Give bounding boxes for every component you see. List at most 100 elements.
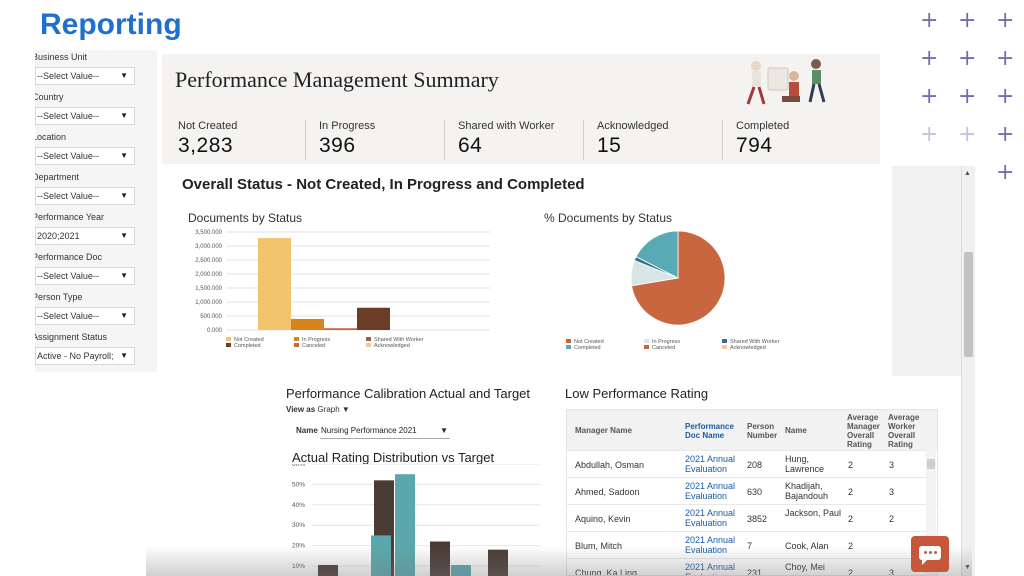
business-unit-select[interactable]: --Select Value-- ▼ — [35, 67, 135, 85]
bar-in-progress[interactable] — [291, 318, 324, 330]
table-row[interactable]: Aquino, Kevin 2021 Annual Evaluation 385… — [567, 504, 937, 531]
metric-shared-with-worker[interactable]: Shared with Worker 64 — [458, 120, 554, 160]
performance-doc-select[interactable]: --Select Value-- ▼ — [35, 267, 135, 285]
scrollbar-thumb[interactable] — [964, 252, 973, 357]
scroll-down-icon[interactable]: ▼ — [964, 564, 971, 571]
bar-actual-4[interactable] — [430, 541, 450, 576]
manager-rating: 2 — [848, 541, 854, 551]
location-select[interactable]: --Select Value-- ▼ — [35, 147, 135, 165]
filter-label: Assignment Status — [35, 332, 108, 342]
manager-name: Aquino, Kevin — [575, 514, 631, 524]
filter-label: Department — [35, 172, 80, 182]
bar-target-3[interactable] — [395, 474, 415, 576]
bar-target-2[interactable] — [371, 535, 391, 576]
percent-documents-by-status-chart: Not Created In Progress Shared With Worker… — [566, 230, 780, 351]
bar-target-4[interactable] — [451, 564, 471, 576]
chevron-down-icon: ▼ — [341, 405, 350, 414]
y-tick-label: 30% — [292, 522, 305, 529]
page-scrollbar[interactable]: ▲ ▼ — [961, 166, 975, 576]
legend-label: Acknowledged — [730, 345, 766, 351]
chevron-down-icon: ▼ — [120, 151, 128, 160]
table-row[interactable]: Ahmed, Sadoon 2021 Annual Evaluation 630… — [567, 477, 937, 504]
scrollbar-thumb[interactable] — [927, 459, 935, 469]
chevron-down-icon: ▼ — [120, 231, 128, 240]
bar-completed[interactable] — [357, 307, 390, 330]
legend-swatch — [294, 337, 299, 341]
metric-completed[interactable]: Completed 794 — [736, 120, 789, 160]
table-row[interactable]: Chung, Ka Ling 2021 Annual Evaluation 23… — [567, 558, 937, 576]
chevron-down-icon: ▼ — [120, 191, 128, 200]
metric-value: 396 — [319, 134, 356, 157]
table-row[interactable]: Abdullah, Osman 2021 Annual Evaluation 2… — [567, 450, 937, 477]
scroll-up-icon[interactable]: ▲ — [964, 170, 971, 177]
table-scrollbar[interactable] — [926, 449, 936, 576]
person-name: Hung, Lawrence — [785, 454, 825, 474]
legend-label: Completed — [574, 345, 601, 351]
bar-actual-1[interactable] — [318, 564, 338, 576]
legend-swatch — [722, 339, 727, 343]
rating-distribution-chart: 60% 50% 40% 30% 20% 10% — [292, 464, 540, 576]
column-header[interactable]: Average Manager Overall Rating — [847, 413, 880, 449]
column-header[interactable]: Average Worker Overall Rating — [888, 413, 920, 449]
column-header[interactable]: Performance Doc Name — [685, 422, 734, 440]
y-tick-label: 10% — [292, 563, 305, 570]
legend-label: Acknowledged — [374, 343, 410, 349]
metric-value: 3,283 — [178, 134, 234, 157]
bar-shared-with-worker[interactable] — [324, 328, 357, 330]
calibration-name-select[interactable]: Nursing Performance 2021 ▼ — [320, 424, 450, 439]
doc-link[interactable]: 2021 Annual Evaluation — [685, 454, 736, 474]
metric-value: 794 — [736, 134, 773, 157]
legend-swatch — [294, 343, 299, 347]
column-header[interactable]: Name — [785, 426, 807, 435]
doc-link[interactable]: 2021 Annual Evaluation — [685, 562, 736, 575]
chevron-down-icon: ▼ — [120, 311, 128, 320]
performance-year-select[interactable]: 2020;2021 ▼ — [35, 227, 135, 245]
legend-swatch — [722, 345, 727, 349]
person-name: Jackson, Paul — [785, 508, 842, 518]
view-as-control[interactable]: View as Graph ▼ — [286, 405, 350, 414]
legend-swatch — [644, 339, 649, 343]
plus-pattern-decoration: + + + + + + + + + + + + + — [920, 8, 1015, 185]
column-header[interactable]: Person Number — [747, 422, 778, 440]
y-tick-label: 3,000.000 — [195, 244, 222, 250]
column-header[interactable]: Manager Name — [575, 426, 632, 435]
metric-in-progress[interactable]: In Progress 396 — [319, 120, 375, 160]
legend-label: Shared With Worker — [374, 337, 424, 343]
country-select[interactable]: --Select Value-- ▼ — [35, 107, 135, 125]
person-number: 3852 — [747, 514, 768, 524]
filter-label: Performance Doc — [35, 252, 103, 262]
bar-not-created[interactable] — [258, 238, 291, 330]
doc-link[interactable]: 2021 Annual Evaluation — [685, 535, 736, 555]
manager-name: Abdullah, Osman — [575, 460, 645, 470]
table-row[interactable]: Blum, Mitch 2021 Annual Evaluation 7 Coo… — [567, 531, 937, 558]
legend-swatch — [366, 343, 371, 347]
y-tick-label: 50% — [292, 481, 305, 488]
manager-name: Chung, Ka Ling — [575, 568, 638, 576]
assignment-status-select[interactable]: Active - No Payroll; ▼ — [35, 347, 135, 365]
legend-swatch — [226, 343, 231, 347]
metric-acknowledged[interactable]: Acknowledged 15 — [597, 120, 669, 160]
doc-link[interactable]: 2021 Annual Evaluation — [685, 508, 736, 528]
manager-rating: 2 — [848, 514, 854, 524]
table-header: Manager Name Performance Doc Name Person… — [567, 410, 937, 450]
chat-button[interactable] — [911, 536, 949, 572]
chevron-down-icon: ▼ — [120, 71, 128, 80]
person-number: 7 — [747, 541, 753, 551]
metric-not-created[interactable]: Not Created 3,283 — [178, 120, 237, 160]
metric-label: Shared with Worker — [458, 120, 555, 132]
department-select[interactable]: --Select Value-- ▼ — [35, 187, 135, 205]
filter-label: Location — [35, 132, 67, 142]
legend-label: Canceled — [302, 343, 325, 349]
slice-completed[interactable] — [635, 230, 679, 279]
bar-actual-5[interactable] — [488, 549, 508, 576]
filter-performance-year: Performance Year 2020;2021 ▼ — [35, 210, 157, 245]
person-name: Cook, Alan — [785, 541, 829, 551]
y-tick-label: 2,000.000 — [195, 272, 222, 278]
person-type-select[interactable]: --Select Value-- ▼ — [35, 307, 135, 325]
y-tick-label: 3,500.000 — [195, 230, 222, 236]
metric-label: Acknowledged — [597, 120, 669, 132]
legend-swatch — [644, 345, 649, 349]
person-number: 630 — [747, 487, 763, 497]
doc-link[interactable]: 2021 Annual Evaluation — [685, 481, 736, 501]
chevron-down-icon: ▼ — [440, 426, 448, 435]
